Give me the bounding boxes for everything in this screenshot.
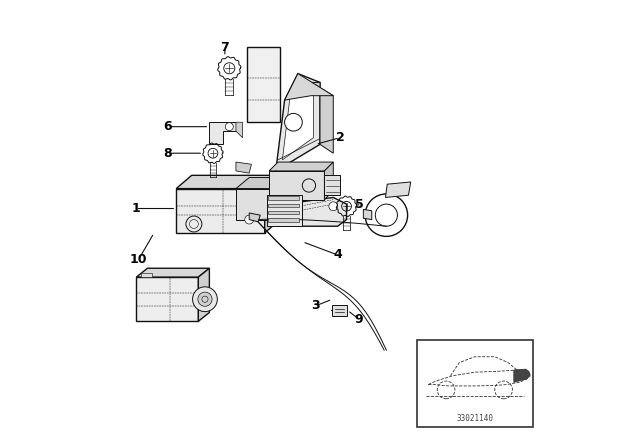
Polygon shape — [332, 305, 348, 316]
Bar — [268, 203, 300, 207]
Polygon shape — [311, 82, 333, 153]
Polygon shape — [176, 189, 265, 233]
Polygon shape — [265, 175, 280, 233]
Text: 7: 7 — [221, 40, 229, 53]
Polygon shape — [324, 175, 340, 195]
Polygon shape — [198, 268, 209, 321]
Text: 3: 3 — [311, 299, 320, 312]
Text: 5: 5 — [355, 198, 364, 211]
Polygon shape — [136, 268, 209, 277]
Bar — [268, 196, 300, 200]
Circle shape — [198, 292, 212, 306]
Polygon shape — [364, 209, 372, 220]
Text: 4: 4 — [333, 249, 342, 262]
Circle shape — [225, 123, 234, 131]
Polygon shape — [285, 73, 333, 100]
Polygon shape — [249, 213, 260, 222]
Polygon shape — [514, 369, 530, 383]
Text: 2: 2 — [335, 131, 344, 144]
Text: 9: 9 — [355, 313, 364, 326]
Polygon shape — [236, 122, 243, 138]
Text: 6: 6 — [163, 120, 172, 133]
Polygon shape — [282, 87, 314, 160]
Circle shape — [193, 287, 218, 312]
Text: 10: 10 — [130, 253, 147, 266]
Bar — [417, 340, 533, 426]
Bar — [141, 273, 152, 277]
Bar — [268, 211, 300, 215]
Polygon shape — [324, 162, 333, 200]
Bar — [268, 218, 300, 222]
Polygon shape — [236, 162, 252, 173]
Polygon shape — [236, 177, 316, 189]
Polygon shape — [247, 47, 280, 122]
Polygon shape — [269, 171, 324, 200]
Polygon shape — [176, 175, 280, 189]
Polygon shape — [267, 195, 302, 226]
Circle shape — [329, 202, 338, 211]
Text: 1: 1 — [131, 202, 140, 215]
Polygon shape — [269, 162, 333, 171]
Polygon shape — [209, 122, 236, 144]
Polygon shape — [385, 182, 411, 198]
Circle shape — [285, 113, 302, 131]
Polygon shape — [236, 198, 346, 226]
Circle shape — [244, 215, 253, 224]
Text: 8: 8 — [163, 146, 172, 159]
Polygon shape — [236, 189, 302, 220]
Polygon shape — [276, 73, 320, 171]
Text: 33021140: 33021140 — [457, 414, 494, 423]
Polygon shape — [136, 277, 198, 321]
